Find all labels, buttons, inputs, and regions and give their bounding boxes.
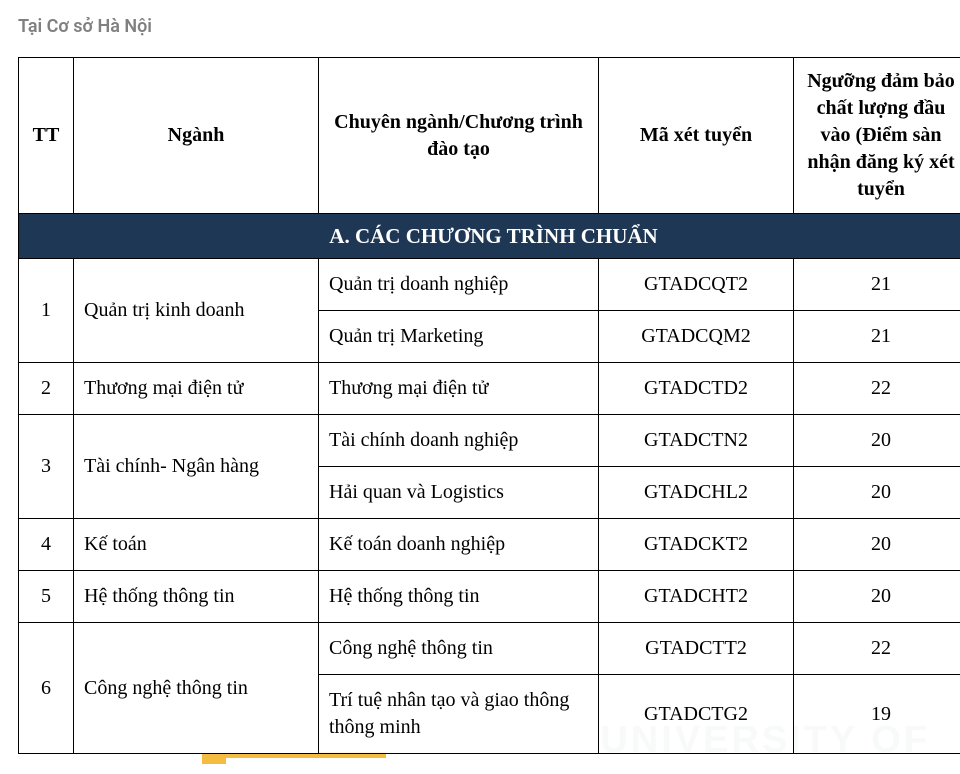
cell-code: GTADCTT2 xyxy=(599,623,794,675)
cell-spec: Quản trị Marketing xyxy=(319,311,599,363)
col-header-major: Ngành xyxy=(74,58,319,214)
cell-score: 20 xyxy=(794,571,960,623)
col-header-spec: Chuyên ngành/Chương trình đào tạo xyxy=(319,58,599,214)
cell-tt: 5 xyxy=(19,571,74,623)
cell-score: 21 xyxy=(794,311,960,363)
cell-tt: 1 xyxy=(19,259,74,363)
cell-score: 20 xyxy=(794,415,960,467)
table-row: 1 Quản trị kinh doanh Quản trị doanh ngh… xyxy=(19,259,960,311)
col-header-tt: TT xyxy=(19,58,74,214)
cell-code: GTADCQM2 xyxy=(599,311,794,363)
cell-score: 20 xyxy=(794,467,960,519)
cell-code: GTADCQT2 xyxy=(599,259,794,311)
table-row: 6 Công nghệ thông tin Công nghệ thông ti… xyxy=(19,623,960,675)
cell-tt: 2 xyxy=(19,363,74,415)
table-row: 5 Hệ thống thông tin Hệ thống thông tin … xyxy=(19,571,960,623)
cell-spec: Tài chính doanh nghiệp xyxy=(319,415,599,467)
cell-major: Kế toán xyxy=(74,519,319,571)
cell-major: Tài chính- Ngân hàng xyxy=(74,415,319,519)
cell-major: Hệ thống thông tin xyxy=(74,571,319,623)
admission-table: TT Ngành Chuyên ngành/Chương trình đào t… xyxy=(18,57,960,754)
page-caption: Tại Cơ sở Hà Nội xyxy=(18,16,942,37)
cell-tt: 6 xyxy=(19,623,74,754)
col-header-score: Ngưỡng đảm bảo chất lượng đầu vào (Điểm … xyxy=(794,58,960,214)
cell-spec: Hải quan và Logistics xyxy=(319,467,599,519)
cell-major: Công nghệ thông tin xyxy=(74,623,319,754)
cell-score: 21 xyxy=(794,259,960,311)
table-row: 2 Thương mại điện tử Thương mại điện tử … xyxy=(19,363,960,415)
section-label: A. CÁC CHƯƠNG TRÌNH CHUẨN xyxy=(19,214,960,259)
cell-score: 22 xyxy=(794,363,960,415)
table-header-row: TT Ngành Chuyên ngành/Chương trình đào t… xyxy=(19,58,960,214)
cell-spec: Công nghệ thông tin xyxy=(319,623,599,675)
cell-spec: Thương mại điện tử xyxy=(319,363,599,415)
cell-code: GTADCTG2 xyxy=(599,675,794,754)
cell-code: GTADCTD2 xyxy=(599,363,794,415)
cell-tt: 3 xyxy=(19,415,74,519)
cell-code: GTADCTN2 xyxy=(599,415,794,467)
cell-major: Thương mại điện tử xyxy=(74,363,319,415)
table-row: 4 Kế toán Kế toán doanh nghiệp GTADCKT2 … xyxy=(19,519,960,571)
cell-tt: 4 xyxy=(19,519,74,571)
cell-spec: Trí tuệ nhân tạo và giao thông thông min… xyxy=(319,675,599,754)
cell-spec: Hệ thống thông tin xyxy=(319,571,599,623)
cell-score: 22 xyxy=(794,623,960,675)
cell-major: Quản trị kinh doanh xyxy=(74,259,319,363)
cell-spec: Quản trị doanh nghiệp xyxy=(319,259,599,311)
cell-score: 19 xyxy=(794,675,960,754)
cell-code: GTADCHL2 xyxy=(599,467,794,519)
section-row: A. CÁC CHƯƠNG TRÌNH CHUẨN xyxy=(19,214,960,259)
cell-score: 20 xyxy=(794,519,960,571)
cell-code: GTADCHT2 xyxy=(599,571,794,623)
table-row: 3 Tài chính- Ngân hàng Tài chính doanh n… xyxy=(19,415,960,467)
cell-spec: Kế toán doanh nghiệp xyxy=(319,519,599,571)
cell-code: GTADCKT2 xyxy=(599,519,794,571)
col-header-code: Mã xét tuyển xyxy=(599,58,794,214)
